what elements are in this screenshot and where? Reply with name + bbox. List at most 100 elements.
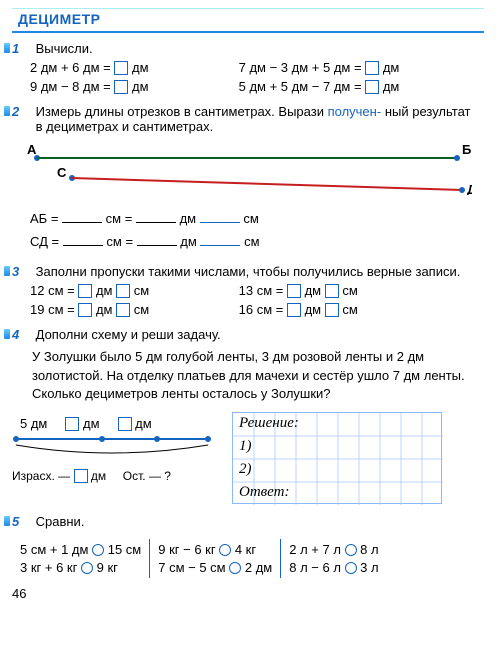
unit: см: [243, 211, 258, 226]
ex3-row-1: 12 см = дм см 13 см = дм см: [30, 283, 484, 298]
answer-box[interactable]: [287, 303, 301, 317]
solution-grid[interactable]: Решение: 1) 2) Ответ:: [232, 412, 442, 504]
unit: дм: [135, 416, 152, 431]
blank-input[interactable]: [62, 211, 102, 223]
point-a-label: А: [27, 142, 37, 157]
ex2-prompt-text: Измерь длины отрезков в сантиметрах. Выр…: [36, 104, 324, 119]
cmp-left: 2 л + 7 л: [289, 542, 341, 557]
cmp-left: 9 кг − 6 кг: [158, 542, 215, 557]
ex4-number: 4: [12, 327, 32, 342]
cmp-right: 4 кг: [235, 542, 256, 557]
point-b-label: Б: [462, 142, 471, 157]
cmp-left: 3 кг + 6 кг: [20, 560, 77, 575]
answer-box[interactable]: [114, 61, 128, 75]
blank-input[interactable]: [137, 234, 177, 246]
compare-circle[interactable]: [345, 562, 357, 574]
eq-sign: =: [125, 211, 133, 226]
compare-circle[interactable]: [81, 562, 93, 574]
ex4-prompt: Дополни схему и реши задачу.: [36, 327, 476, 342]
seg-ab: АБ =: [30, 211, 58, 226]
unit: см: [244, 234, 259, 249]
unit: дм: [180, 234, 197, 249]
unit: дм: [305, 283, 322, 298]
cmp-left: 7 см − 5 см: [158, 560, 225, 575]
segment-equations: АБ = см = дм см СД = см = дм см: [30, 207, 484, 254]
answer-label: Ответ:: [239, 484, 289, 501]
answer-box[interactable]: [287, 284, 301, 298]
unit: дм: [180, 211, 197, 226]
compare-circle[interactable]: [229, 562, 241, 574]
unit: дм: [83, 416, 100, 431]
ex1-number: 1: [12, 41, 32, 56]
eq-text: 16 см =: [239, 302, 284, 317]
unit: см: [106, 234, 121, 249]
unit: дм: [383, 60, 400, 75]
eq-text: 9 дм − 8 дм =: [30, 79, 111, 94]
answer-box[interactable]: [114, 80, 128, 94]
answer-box[interactable]: [116, 303, 130, 317]
blank-input[interactable]: [63, 234, 103, 246]
segment-diagram: А Б С Д: [22, 140, 484, 195]
endpoint-icon: [454, 155, 460, 161]
eq-text: 5 дм + 5 дм − 7 дм =: [239, 79, 362, 94]
spent-label: Израсх. —: [12, 469, 70, 483]
eq-text: 12 см =: [30, 283, 75, 298]
ex5-prompt: Сравни.: [36, 514, 476, 529]
answer-box[interactable]: [365, 61, 379, 75]
eq-text: 2 дм + 6 дм =: [30, 60, 111, 75]
answer-box[interactable]: [325, 284, 339, 298]
blank-input[interactable]: [200, 211, 240, 223]
answer-box[interactable]: [365, 80, 379, 94]
answer-box[interactable]: [116, 284, 130, 298]
answer-box[interactable]: [78, 284, 92, 298]
ex4-story: У Золушки было 5 дм голубой ленты, 3 дм …: [32, 348, 484, 405]
side-tab-icon: [4, 43, 10, 53]
exercise-3: 3 Заполни пропуски такими числами, чтобы…: [12, 264, 484, 317]
ex3-prompt: Заполни пропуски такими числами, чтобы п…: [36, 264, 476, 279]
side-tab-icon: [4, 106, 10, 116]
page-title: ДЕЦИМЕТР: [18, 11, 101, 27]
point-d-label: Д: [467, 182, 472, 195]
eq-text: 7 дм − 3 дм + 5 дм =: [239, 60, 362, 75]
solution-line-2: 2): [239, 461, 252, 478]
tape-diagram: 5 дм дм дм Израсх. — дм Ост. — ?: [12, 412, 222, 504]
compare-col-2: 9 кг − 6 кг 4 кг 7 см − 5 см 2 дм: [149, 539, 280, 578]
endpoint-icon: [459, 187, 465, 193]
tape-label: 5 дм: [20, 416, 47, 431]
answer-box[interactable]: [118, 417, 132, 431]
compare-circle[interactable]: [345, 544, 357, 556]
cmp-right: 3 л: [360, 560, 378, 575]
compare-circle[interactable]: [92, 544, 104, 556]
ex2-prompt: Измерь длины отрезков в сантиметрах. Выр…: [36, 104, 476, 134]
answer-box[interactable]: [78, 303, 92, 317]
seg-cd: СД =: [30, 234, 59, 249]
unit: дм: [383, 79, 400, 94]
cmp-right: 8 л: [360, 542, 378, 557]
ex2-prompt-blue: получен-: [328, 104, 382, 119]
ex1-prompt: Вычисли.: [36, 41, 476, 56]
rest-label: Ост. — ?: [123, 469, 171, 483]
eq-text: 19 см =: [30, 302, 75, 317]
compare-circle[interactable]: [219, 544, 231, 556]
side-tab-icon: [4, 516, 10, 526]
ex3-row-2: 19 см = дм см 16 см = дм см: [30, 302, 484, 317]
answer-box[interactable]: [65, 417, 79, 431]
unit: см: [106, 211, 121, 226]
unit: см: [342, 283, 357, 298]
blank-input[interactable]: [136, 211, 176, 223]
unit: дм: [96, 302, 113, 317]
side-tab-icon: [4, 329, 10, 339]
cmp-right: 9 кг: [97, 560, 118, 575]
unit: см: [342, 302, 357, 317]
unit: дм: [132, 60, 149, 75]
unit: дм: [305, 302, 322, 317]
compare-col-1: 5 см + 1 дм 15 см 3 кг + 6 кг 9 кг: [12, 539, 149, 578]
blank-input[interactable]: [200, 234, 240, 246]
solution-line-1: 1): [239, 438, 252, 455]
unit: дм: [96, 283, 113, 298]
title-bar: ДЕЦИМЕТР: [12, 8, 484, 33]
exercise-1: 1 Вычисли. 2 дм + 6 дм = дм 7 дм − 3 дм …: [12, 41, 484, 94]
ex1-row-1: 2 дм + 6 дм = дм 7 дм − 3 дм + 5 дм = дм: [30, 60, 484, 75]
answer-box[interactable]: [74, 469, 88, 483]
answer-box[interactable]: [325, 303, 339, 317]
